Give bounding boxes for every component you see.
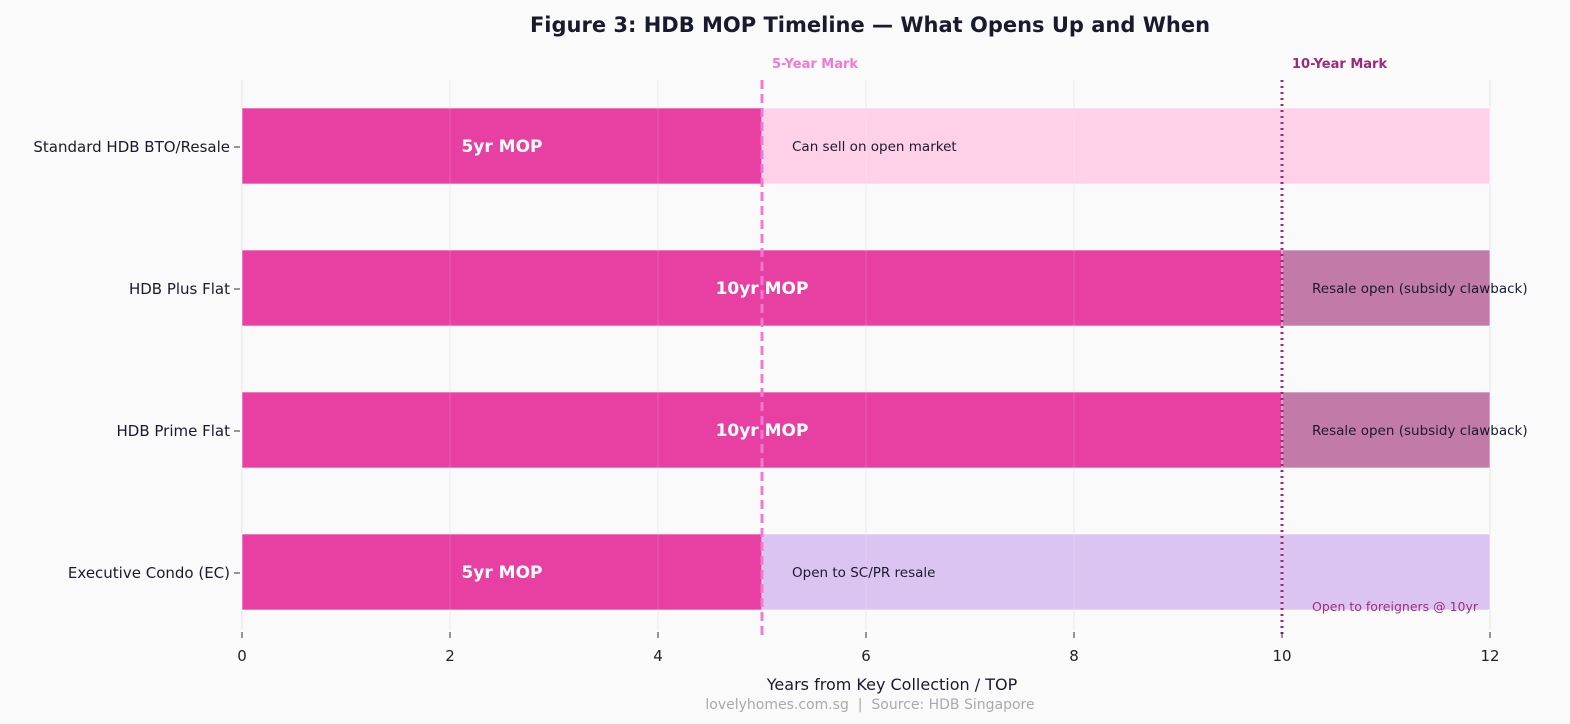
- x-tick-label: 8: [1069, 647, 1079, 665]
- category-labels: Standard HDB BTO/Resale HDB Plus Flat HDB …: [33, 138, 240, 582]
- chart-title: Figure 3: HDB MOP Timeline — What Opens …: [530, 13, 1210, 37]
- x-tick-label: 2: [445, 647, 455, 665]
- x-axis: 0 2 4 6 8 10 12: [237, 632, 1500, 665]
- foreigner-note: Open to foreigners @ 10yr: [1312, 599, 1479, 614]
- category-label: HDB Plus Flat: [129, 280, 230, 298]
- mop-label: 10yr MOP: [716, 279, 809, 299]
- segment-label: Resale open (subsidy clawback): [1312, 423, 1528, 439]
- mop-bar: [241, 107, 763, 185]
- post-mop-bar: [761, 107, 1491, 185]
- x-tick-label: 0: [237, 647, 247, 665]
- mop-bar: [241, 533, 763, 611]
- reference-line-label: 5-Year Mark: [772, 57, 858, 72]
- reference-lines: 5-Year Mark 10-Year Mark: [760, 57, 1387, 636]
- category-label: Executive Condo (EC): [68, 564, 230, 582]
- x-tick-label: 4: [653, 647, 663, 665]
- reference-line-label: 10-Year Mark: [1292, 57, 1387, 72]
- post-mop-bar: [1281, 249, 1491, 327]
- post-mop-bar: [1281, 391, 1491, 469]
- mop-label: 5yr MOP: [461, 563, 542, 583]
- post-mop-bar: [761, 533, 1491, 611]
- segment-label: Can sell on open market: [792, 139, 957, 155]
- bars-group: 5yr MOP Can sell on open market 10yr MOP Re…: [241, 80, 1528, 630]
- x-tick-label: 6: [861, 647, 871, 665]
- x-tick-label: 12: [1480, 647, 1499, 665]
- segment-label: Resale open (subsidy clawback): [1312, 281, 1528, 297]
- segment-label: Open to SC/PR resale: [792, 565, 935, 581]
- x-axis-label: Years from Key Collection / TOP: [766, 675, 1018, 694]
- mop-label: 5yr MOP: [461, 137, 542, 157]
- category-label: Standard HDB BTO/Resale: [33, 138, 230, 156]
- category-label: HDB Prime Flat: [117, 422, 231, 440]
- source-credit: lovelyhomes.com.sg | Source: HDB Singapo…: [705, 697, 1034, 713]
- x-tick-label: 10: [1272, 647, 1291, 665]
